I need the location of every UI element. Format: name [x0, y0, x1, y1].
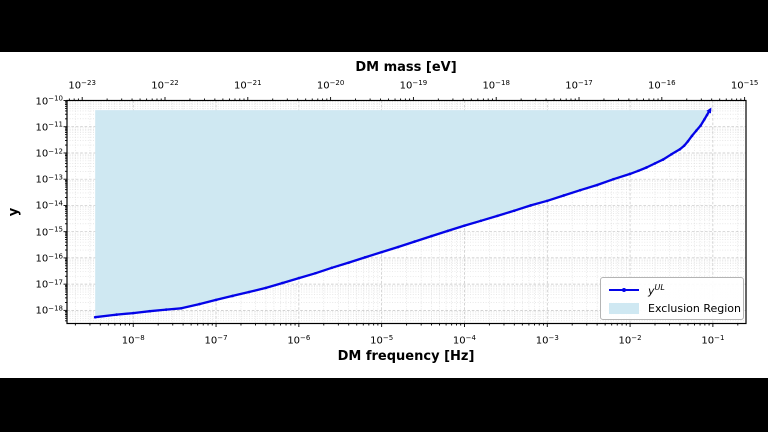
legend-entry-exclusion: Exclusion Region	[609, 299, 741, 317]
mass-tick-label: 10−21	[234, 78, 262, 92]
y-tick-label: 10−15	[35, 225, 63, 239]
y-tick-label: 10−10	[35, 94, 63, 108]
mass-tick-label: 10−18	[482, 78, 510, 92]
x-tick-label: 10−6	[287, 333, 311, 347]
y-tick-label: 10−18	[35, 304, 63, 318]
legend-patch-swatch	[609, 302, 639, 314]
y-tick-label: 10−12	[35, 146, 63, 160]
mass-tick-label: 10−19	[399, 78, 428, 92]
x-tick-label: 10−7	[204, 333, 228, 347]
mass-tick-label: 10−22	[151, 78, 179, 92]
mass-tick-label: 10−15	[730, 78, 759, 92]
x-tick-label: 10−4	[452, 333, 476, 347]
legend-label-exclusion: Exclusion Region	[648, 301, 741, 315]
x-tick-label: 10−1	[701, 333, 725, 347]
axis-tick-marks	[63, 97, 746, 327]
mass-tick-label: 10−20	[316, 78, 345, 92]
legend-yul-sup: UL	[654, 283, 665, 293]
y-axis-title: y	[6, 207, 22, 217]
legend: yUL Exclusion Region	[600, 277, 744, 320]
y-tick-label: 10−14	[35, 199, 63, 213]
y-tick-label: 10−13	[35, 173, 63, 186]
legend-label-yul: yUL	[648, 283, 665, 298]
legend-yul-base: y	[648, 284, 655, 298]
x-tick-label: 10−2	[618, 333, 642, 347]
top-axis-title: DM mass [eV]	[355, 60, 457, 75]
exclusion-region-fill	[95, 110, 710, 318]
y-tick-label: 10−16	[35, 251, 63, 265]
x-tick-label: 10−3	[535, 333, 559, 347]
y-tick-label: 10−17	[35, 278, 63, 291]
legend-entry-upper-limit: yUL	[609, 281, 737, 299]
legend-line-swatch	[609, 288, 639, 292]
legend-patch-icon	[609, 302, 639, 314]
x-tick-label: 10−5	[370, 333, 394, 347]
y-tick-label: 10−11	[35, 120, 63, 134]
x-tick-label: 10−8	[121, 333, 145, 347]
upper-limit-curve	[93, 107, 712, 319]
legend-marker-icon	[622, 288, 626, 292]
mass-tick-label: 10−16	[648, 78, 676, 92]
mass-tick-label: 10−17	[565, 78, 593, 92]
x-axis-title: DM frequency [Hz]	[337, 349, 475, 364]
mass-tick-label: 10−23	[68, 78, 96, 92]
